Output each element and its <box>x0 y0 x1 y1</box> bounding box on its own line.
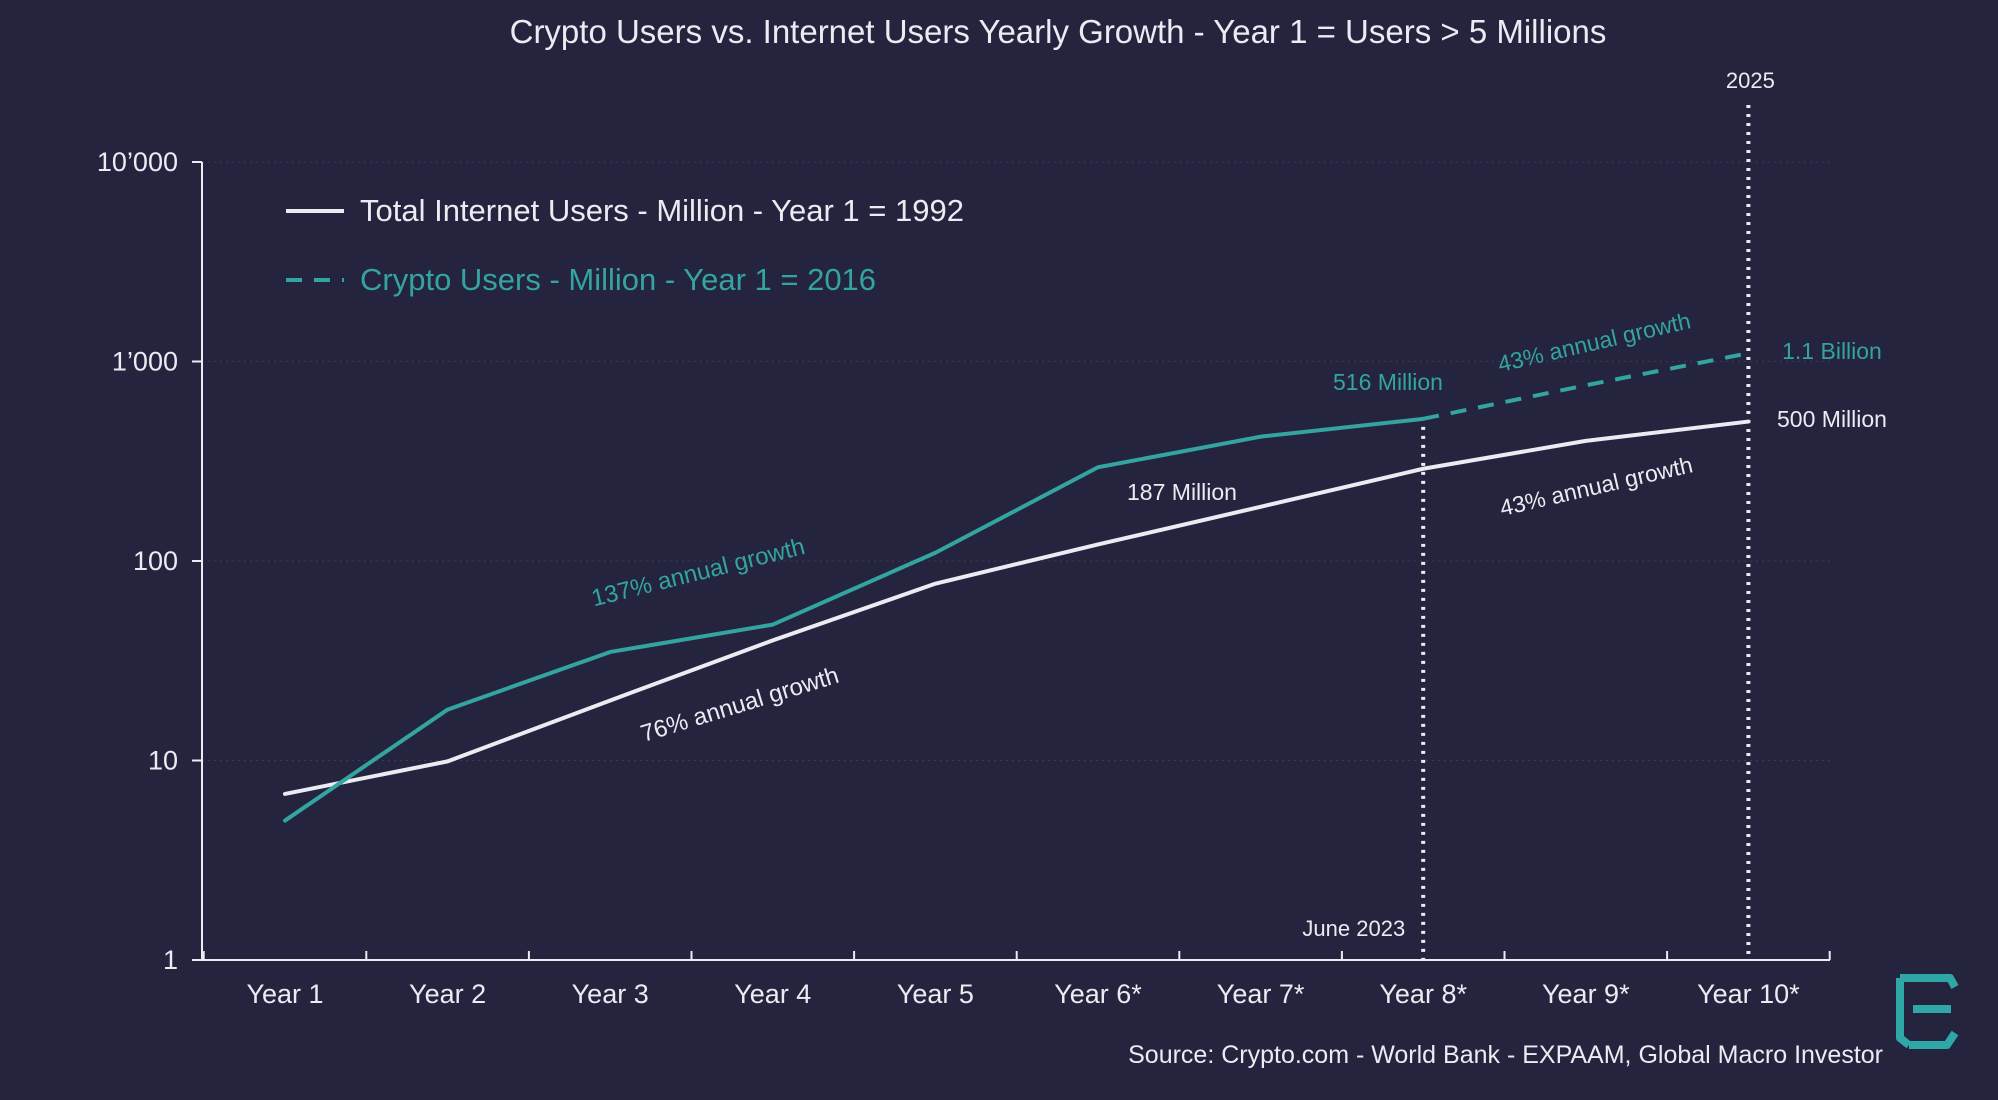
x-tick-label-6: Year 7* <box>1217 979 1305 1009</box>
y-tick-label-1: 10 <box>148 746 178 776</box>
y-tick-label-0: 1 <box>163 945 178 975</box>
x-tick-label-8: Year 9* <box>1542 979 1630 1009</box>
annotation-crypto-516-million: 516 Million <box>1333 369 1443 395</box>
series-line-crypto-projection <box>1422 351 1749 421</box>
annotation-layer: 137% annual growth 76% annual growth 516… <box>589 307 1887 747</box>
x-tick-label-5: Year 6* <box>1054 979 1142 1009</box>
y-tick-label-2: 100 <box>133 546 178 576</box>
annotation-crypto-43-growth: 43% annual growth <box>1495 307 1693 377</box>
x-tick-label-1: Year 2 <box>409 979 486 1009</box>
series-line-crypto-users <box>283 416 1426 823</box>
annotation-internet-76-growth: 76% annual growth <box>638 662 842 748</box>
y-tick-label-4: 10’000 <box>97 147 178 177</box>
annotation-internet-500-million: 500 Million <box>1777 406 1887 432</box>
chart-title: Crypto Users vs. Internet Users Yearly G… <box>510 13 1607 50</box>
x-tick-label-9: Year 10* <box>1697 979 1800 1009</box>
reference-line-label-0: June 2023 <box>1302 916 1405 941</box>
reference-line-label-1: 2025 <box>1726 68 1775 93</box>
legend-label-internet: Total Internet Users - Million - Year 1 … <box>360 193 964 228</box>
annotation-crypto-1-1-billion: 1.1 Billion <box>1782 338 1882 364</box>
legend: Total Internet Users - Million - Year 1 … <box>286 193 964 297</box>
y-tick-label-3: 1’000 <box>112 347 178 377</box>
x-tick-label-7: Year 8* <box>1379 979 1467 1009</box>
series-layer <box>283 351 1751 823</box>
x-tick-label-4: Year 5 <box>897 979 974 1009</box>
expaam-logo-icon <box>1896 974 1959 1049</box>
legend-label-crypto: Crypto Users - Million - Year 1 = 2016 <box>360 262 876 297</box>
annotation-crypto-137-growth: 137% annual growth <box>589 533 808 612</box>
annotation-internet-187-million: 187 Million <box>1127 479 1237 505</box>
x-tick-label-0: Year 1 <box>246 979 323 1009</box>
annotation-internet-43-growth: 43% annual growth <box>1497 451 1695 521</box>
source-note: Source: Crypto.com - World Bank - EXPAAM… <box>1128 1041 1883 1069</box>
reference-lines: June 2023 2025 <box>1302 68 1775 960</box>
series-line-internet-users <box>283 419 1751 796</box>
x-tick-label-2: Year 3 <box>572 979 649 1009</box>
x-tick-label-3: Year 4 <box>734 979 811 1009</box>
axes-layer: 1 10 100 1’000 10’000 Year 1 Year 2 Year 3 Year … <box>97 147 1831 1009</box>
grid-layer <box>202 161 1830 761</box>
